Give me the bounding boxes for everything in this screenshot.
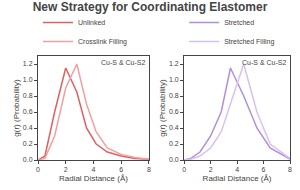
svg-text:1.0: 1.0: [23, 76, 33, 83]
svg-text:2: 2: [209, 166, 213, 173]
svg-text:1.2: 1.2: [169, 60, 179, 67]
svg-text:0.8: 0.8: [23, 92, 33, 99]
svg-text:8: 8: [147, 166, 151, 173]
svg-text:0.8: 0.8: [169, 92, 179, 99]
svg-text:New Strategy for Coordinating: New Strategy for Coordinating Elastomer: [33, 0, 268, 14]
svg-text:Crosslink Filling: Crosslink Filling: [78, 38, 127, 46]
svg-text:g(r) (Probability): g(r) (Probability): [158, 79, 167, 137]
svg-text:4: 4: [235, 166, 239, 173]
svg-text:6: 6: [262, 166, 266, 173]
svg-text:0: 0: [182, 166, 186, 173]
svg-text:1.0: 1.0: [169, 76, 179, 83]
svg-text:2: 2: [64, 166, 68, 173]
svg-text:Cu-S & Cu-S2: Cu-S & Cu-S2: [101, 59, 145, 66]
svg-text:1.2: 1.2: [23, 60, 33, 67]
svg-text:0.0: 0.0: [23, 156, 33, 163]
svg-text:4: 4: [91, 166, 95, 173]
svg-text:0.2: 0.2: [23, 140, 33, 147]
svg-text:0.4: 0.4: [23, 124, 33, 131]
svg-text:Radial Distance (Å): Radial Distance (Å): [59, 174, 128, 183]
svg-text:0.0: 0.0: [169, 156, 179, 163]
svg-text:0.2: 0.2: [169, 140, 179, 147]
svg-text:Radial Distance (Å): Radial Distance (Å): [203, 174, 272, 183]
svg-text:6: 6: [119, 166, 123, 173]
svg-text:Stretched Filling: Stretched Filling: [224, 38, 274, 46]
svg-text:Stretched: Stretched: [224, 19, 254, 26]
svg-text:0: 0: [36, 166, 40, 173]
svg-text:0.6: 0.6: [23, 108, 33, 115]
svg-text:8: 8: [288, 166, 292, 173]
svg-text:0.6: 0.6: [169, 108, 179, 115]
svg-text:Cu-S & Cu-S2: Cu-S & Cu-S2: [242, 59, 286, 66]
svg-text:g(r) (Probability): g(r) (Probability): [12, 79, 21, 137]
svg-text:0.4: 0.4: [169, 124, 179, 131]
svg-text:Unlinked: Unlinked: [78, 19, 105, 26]
